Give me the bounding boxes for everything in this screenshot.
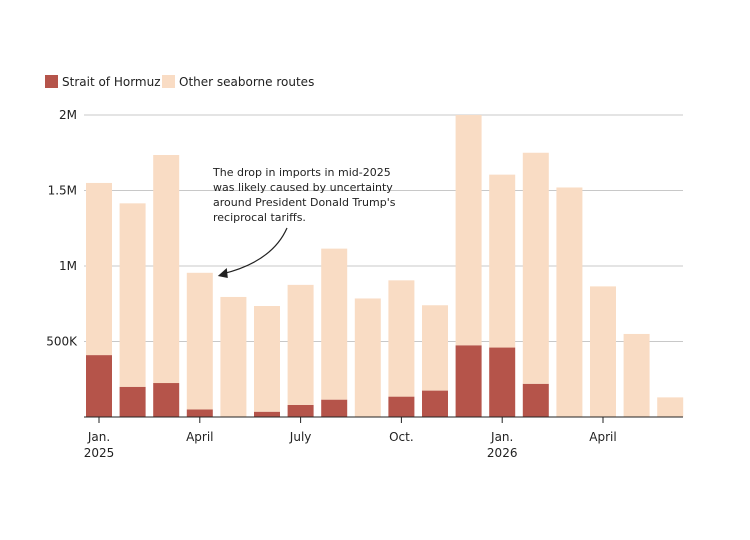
x-tick-label: 2026 <box>487 446 518 460</box>
x-tick-label: 2025 <box>84 446 115 460</box>
legend-swatch-strait-of-hormuz <box>45 75 58 88</box>
bar-other-seaborne-routes <box>422 305 448 391</box>
bar-other-seaborne-routes <box>556 187 583 417</box>
bar-strait-of-hormuz <box>321 399 348 417</box>
y-tick-label: 1M <box>59 259 77 273</box>
x-tick-label: Oct. <box>389 430 414 444</box>
bar-other-seaborne-routes <box>590 286 616 417</box>
bar-other-seaborne-routes <box>388 280 415 397</box>
bar-other-seaborne-routes <box>186 272 213 410</box>
bar-strait-of-hormuz <box>119 386 146 417</box>
bar-strait-of-hormuz <box>287 404 314 417</box>
bar-other-seaborne-routes <box>119 203 146 387</box>
bar-strait-of-hormuz <box>254 411 280 417</box>
bar-other-seaborne-routes <box>522 152 549 384</box>
legend-label: Strait of Hormuz <box>62 75 161 89</box>
bar-strait-of-hormuz <box>522 383 549 417</box>
annotation-text: reciprocal tariffs. <box>213 211 306 224</box>
x-tick-label: April <box>186 430 213 444</box>
x-tick-label: July <box>289 430 312 444</box>
bar-strait-of-hormuz <box>153 383 180 417</box>
y-tick-label: 500K <box>46 335 78 349</box>
bar-other-seaborne-routes <box>220 296 247 417</box>
annotation-arrowhead <box>217 268 228 278</box>
bar-other-seaborne-routes <box>321 248 348 400</box>
legend-label: Other seaborne routes <box>179 75 314 89</box>
annotation-arrow <box>221 227 288 275</box>
x-tick-label: Jan. <box>87 430 110 444</box>
annotation-text: was likely caused by uncertainty <box>213 181 393 194</box>
bar-other-seaborne-routes <box>657 397 684 417</box>
bar-strait-of-hormuz <box>186 409 213 417</box>
bar-other-seaborne-routes <box>153 155 180 384</box>
bar-strait-of-hormuz <box>388 396 415 417</box>
bar-other-seaborne-routes <box>254 306 280 412</box>
bar-other-seaborne-routes <box>86 182 112 356</box>
bar-other-seaborne-routes <box>489 174 516 348</box>
annotation-text: The drop in imports in mid-2025 <box>212 166 391 179</box>
bar-other-seaborne-routes <box>287 284 314 405</box>
bar-strait-of-hormuz <box>86 355 112 417</box>
annotation-text: around President Donald Trump's <box>213 196 396 209</box>
y-tick-label: 1.5M <box>48 184 77 198</box>
y-tick-label: 2M <box>59 108 77 122</box>
bar-strait-of-hormuz <box>422 390 448 417</box>
bar-strait-of-hormuz <box>455 345 482 417</box>
x-tick-label: April <box>589 430 616 444</box>
bar-other-seaborne-routes <box>354 298 381 417</box>
bar-other-seaborne-routes <box>623 333 650 417</box>
legend-swatch-other-seaborne-routes <box>162 75 175 88</box>
bar-other-seaborne-routes <box>455 115 482 346</box>
x-tick-label: Jan. <box>490 430 513 444</box>
bar-strait-of-hormuz <box>489 347 516 417</box>
